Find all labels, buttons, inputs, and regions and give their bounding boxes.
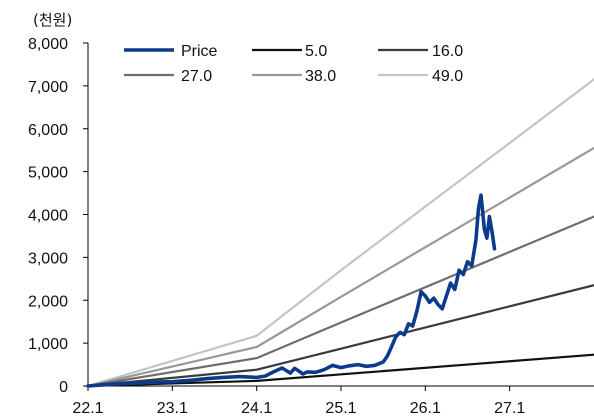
legend-label-49-0: 49.0 <box>432 68 463 85</box>
y-tick-label: 5,000 <box>28 165 68 182</box>
x-tick-label: 24.1 <box>241 400 272 417</box>
series-line-49-0 <box>86 78 594 388</box>
y-tick-label: 6,000 <box>28 122 68 139</box>
series-line-price <box>86 193 497 388</box>
y-tick-label: 3,000 <box>28 250 68 267</box>
legend-label-5-0: 5.0 <box>305 43 327 60</box>
y-tick-label: 4,000 <box>28 208 68 225</box>
x-tick-label: 23.1 <box>157 400 188 417</box>
unit-label: (천원) <box>33 11 72 29</box>
y-tick-label: 2,000 <box>28 293 68 310</box>
x-tick-label: 26.1 <box>410 400 441 417</box>
y-tick-label: 8,000 <box>28 36 68 53</box>
series-line-27-0 <box>86 215 594 388</box>
axes: 0 1,000 2,000 3,000 4,000 5,000 6,000 7,000 8,00… <box>28 36 594 417</box>
series-line-16-0 <box>86 284 594 388</box>
y-tick-label: 1,000 <box>28 336 68 353</box>
legend-label-38-0: 38.0 <box>305 68 336 85</box>
y-tick-label: 7,000 <box>28 79 68 96</box>
y-tick-label: 0 <box>59 379 68 396</box>
legend-label-price: Price <box>181 43 218 60</box>
x-tick-label: 27.1 <box>494 400 525 417</box>
legend-label-16-0: 16.0 <box>432 43 463 60</box>
x-tick-label: 25.1 <box>325 400 356 417</box>
series-layer <box>86 78 594 388</box>
legend-label-27-0: 27.0 <box>181 68 212 85</box>
legend: Price 5.0 16.0 27.0 38.0 49.0 <box>124 43 463 85</box>
x-tick-label: 22.1 <box>72 400 103 417</box>
series-line-38-0 <box>86 146 594 388</box>
